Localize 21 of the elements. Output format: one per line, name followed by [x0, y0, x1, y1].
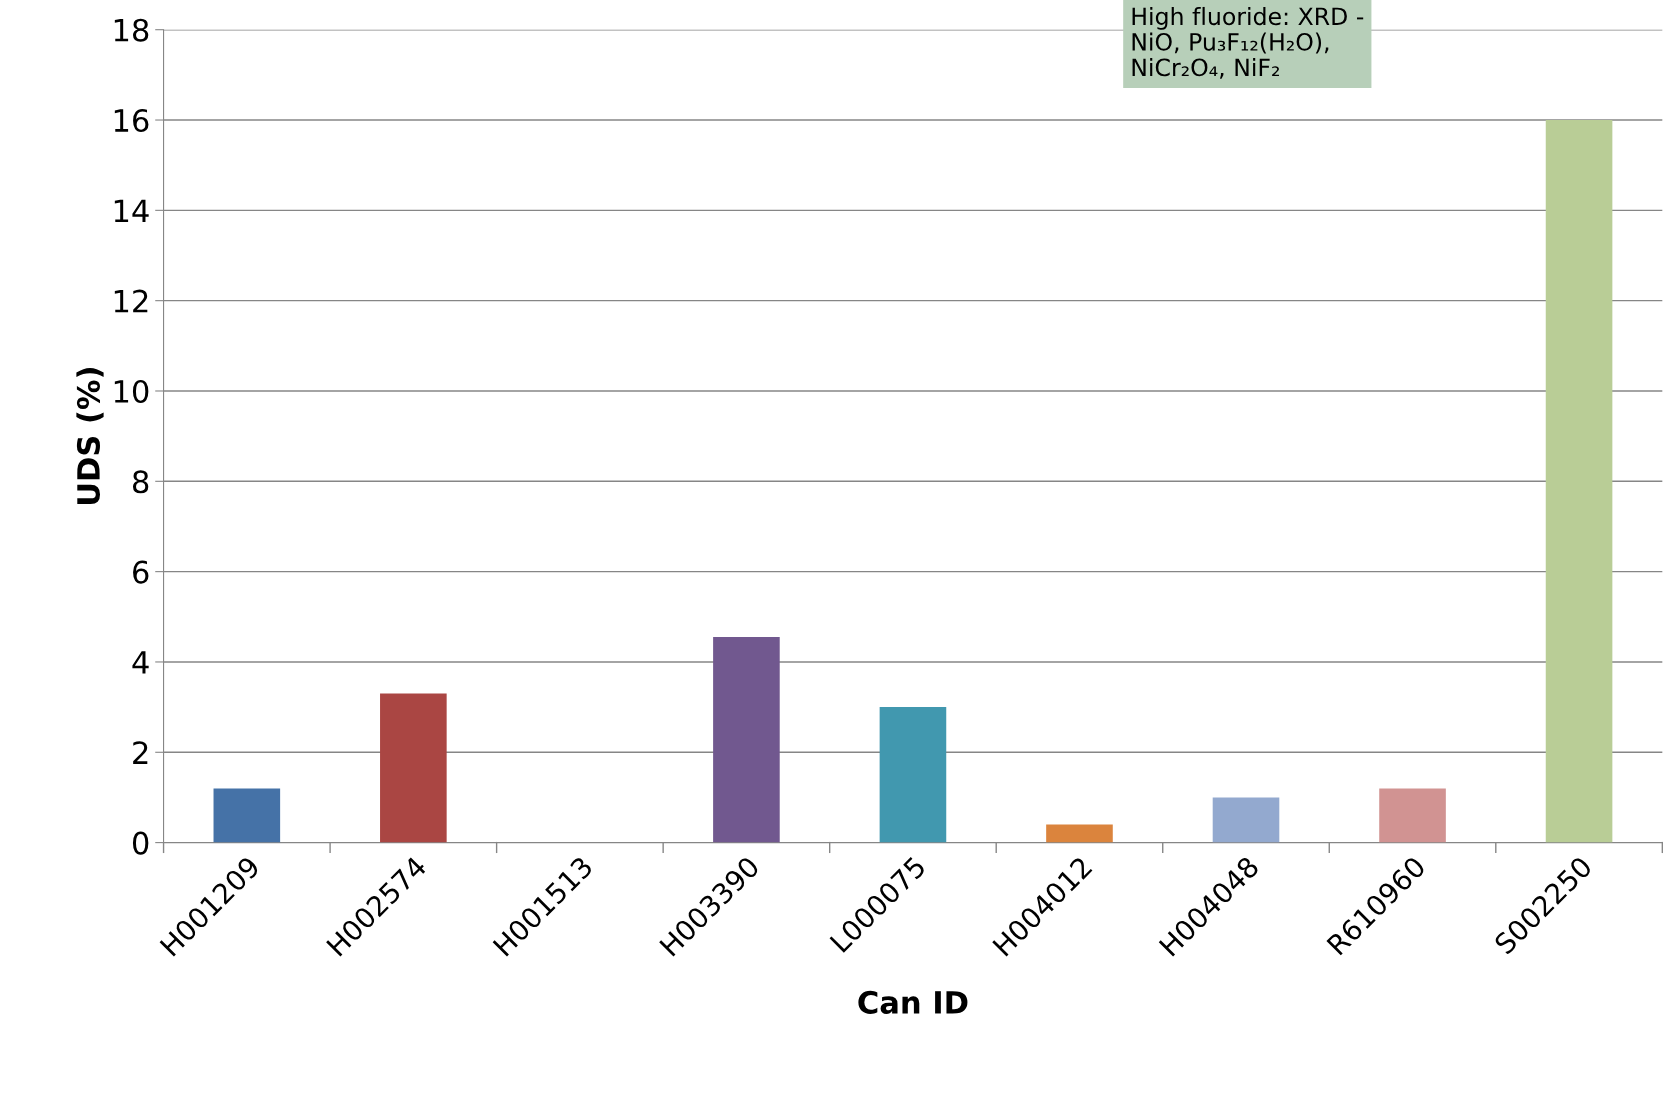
y-tick-label: 2 [133, 741, 148, 764]
y-tick-label: 12 [114, 289, 148, 313]
bar [1212, 797, 1280, 843]
y-tick-label: 10 [114, 379, 149, 404]
bar [879, 707, 947, 843]
bar [1545, 120, 1613, 843]
annotation: High fluoride: XRD - NiO, Pu₃F₁₂(H₂O), NiCr₂O₄, NiF₂ [1132, 6, 1364, 79]
y-tick-label: 4 [132, 651, 149, 674]
bar [713, 637, 780, 843]
y-tick-label: 16 [114, 108, 149, 133]
bar [213, 788, 281, 843]
x-axis-title: Can ID [858, 990, 968, 1014]
y-tick-label: 0 [132, 831, 149, 855]
bar [380, 693, 447, 843]
y-tick-label: 8 [133, 470, 149, 494]
y-axis-title: UDS (%) [76, 368, 104, 505]
y-tick-label: 14 [114, 199, 149, 222]
y-tick-label: 18 [114, 18, 149, 42]
y-tick-label: 6 [133, 560, 149, 584]
bar [1046, 824, 1113, 843]
bar [1379, 788, 1446, 843]
